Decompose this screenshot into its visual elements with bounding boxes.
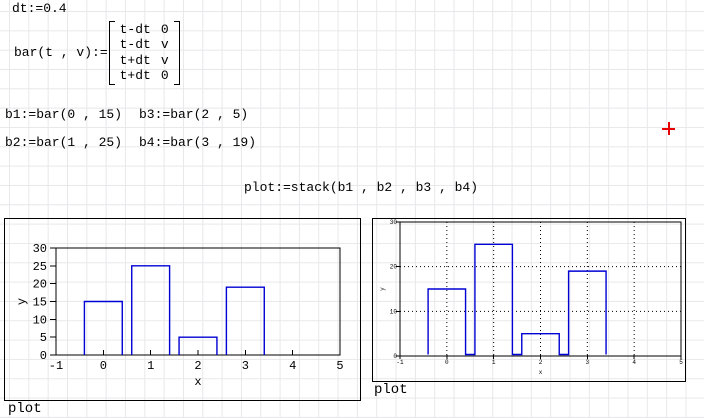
y-tick-label: 10 (390, 308, 398, 315)
y-tick-label: 5 (40, 331, 47, 345)
bar-def-lhs: bar(t , v):= (14, 45, 108, 61)
x-tick-label: -1 (396, 359, 404, 366)
matrix-cell: t-dt (119, 22, 151, 37)
matrix-cell: v (160, 52, 169, 68)
x-tick-label: 1 (492, 359, 496, 366)
y-tick-label: 30 (390, 219, 398, 226)
matrix-row: t-dt 0 (120, 22, 169, 37)
bar-trace (427, 243, 607, 356)
matrix-cell: t-dt (119, 37, 151, 53)
matrix-cell: t+dt (119, 68, 151, 84)
plot-stack-definition[interactable]: plot:=stack(b1 , b2 , b3 , b4) (244, 180, 479, 195)
x-tick-label: 0 (445, 359, 449, 366)
xy-plot-region-right[interactable]: 0 10 20 30 -1 0 1 2 3 4 5 x y (372, 218, 686, 382)
bar-function-definition[interactable]: bar(t , v):= t-dt 0 t-dt v t+dt v t+dt 0 (14, 21, 180, 85)
x-tick-label: 3 (586, 359, 590, 366)
y-tick-label: 0 (40, 349, 47, 363)
y-tick-label: 15 (33, 296, 47, 310)
matrix-row: t+dt 0 (120, 68, 169, 83)
b3-definition[interactable]: b3:=bar(2 , 5) (139, 107, 249, 122)
b4-definition[interactable]: b4:=bar(3 , 19) (139, 135, 257, 150)
dt-definition[interactable]: dt:=0.4 (12, 1, 67, 16)
x-tick-label: 0 (100, 359, 107, 373)
matrix-cell: t+dt (119, 52, 151, 68)
x-axis-label: x (539, 369, 543, 376)
crosshair-cursor-icon (662, 122, 675, 135)
matrix-cell: 0 (160, 22, 169, 37)
matrix-cell: v (160, 37, 169, 53)
y-tick-label: 0 (393, 353, 397, 360)
y-tick-label: 10 (33, 313, 47, 327)
y-tick-label: 20 (33, 278, 47, 292)
x-tick-label: 3 (242, 359, 249, 373)
right-plot-trace-label[interactable]: plot (374, 382, 408, 398)
crosshair-vertical-line (667, 122, 670, 135)
x-tick-label: -1 (49, 359, 63, 373)
matrix-row: t-dt v (120, 37, 169, 52)
matrix-row: t+dt v (120, 53, 169, 68)
x-tick-label: 5 (679, 359, 683, 366)
y-axis-label: y (15, 298, 29, 305)
b1-definition[interactable]: b1:=bar(0 , 15) (5, 107, 123, 122)
x-tick-label: 1 (147, 359, 154, 373)
x-axis-label: x (194, 375, 201, 389)
left-plot-trace-label[interactable]: plot (8, 401, 42, 417)
b2-definition[interactable]: b2:=bar(1 , 25) (5, 135, 123, 150)
x-tick-label: 2 (194, 359, 201, 373)
matrix-left-bracket (108, 21, 115, 85)
matrix-rows: t-dt 0 t-dt v t+dt v t+dt 0 (115, 21, 174, 85)
bar-trace (83, 265, 265, 355)
y-tick-label: 20 (390, 264, 398, 271)
x-tick-label: 4 (289, 359, 296, 373)
y-tick-label: 25 (33, 260, 47, 274)
xy-plot-region-left[interactable]: 0 5 10 15 20 25 30 -1 0 1 2 3 4 5 x y (4, 218, 361, 401)
y-tick-label: 30 (33, 242, 47, 256)
matrix-cell: 0 (160, 68, 169, 84)
x-tick-label: 4 (632, 359, 636, 366)
x-tick-label: 5 (336, 359, 343, 373)
y-axis-label: y (379, 287, 386, 291)
bar-matrix: t-dt 0 t-dt v t+dt v t+dt 0 (108, 21, 180, 85)
x-tick-label: 2 (539, 359, 543, 366)
matrix-right-bracket (173, 21, 180, 85)
